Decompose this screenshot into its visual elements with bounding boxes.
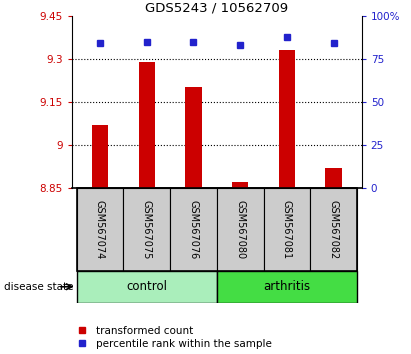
Text: GSM567080: GSM567080 bbox=[235, 200, 245, 259]
Bar bbox=[139, 62, 155, 188]
Bar bbox=[232, 182, 248, 188]
Text: GSM567074: GSM567074 bbox=[95, 200, 105, 259]
Bar bbox=[263, 188, 310, 271]
Bar bbox=[310, 188, 357, 271]
Bar bbox=[217, 188, 263, 271]
Text: disease state: disease state bbox=[4, 282, 74, 292]
Bar bbox=[76, 188, 123, 271]
Text: GSM567081: GSM567081 bbox=[282, 200, 292, 259]
Text: GSM567075: GSM567075 bbox=[142, 200, 152, 259]
Bar bbox=[123, 188, 170, 271]
Text: GSM567076: GSM567076 bbox=[188, 200, 199, 259]
Bar bbox=[92, 125, 108, 188]
Bar bbox=[170, 188, 217, 271]
Bar bbox=[217, 271, 357, 303]
Bar bbox=[185, 87, 202, 188]
Bar bbox=[326, 167, 342, 188]
Text: arthritis: arthritis bbox=[263, 280, 310, 293]
Legend: transformed count, percentile rank within the sample: transformed count, percentile rank withi… bbox=[77, 326, 272, 349]
Bar bbox=[76, 271, 217, 303]
Text: control: control bbox=[126, 280, 167, 293]
Bar bbox=[279, 50, 295, 188]
Text: GSM567082: GSM567082 bbox=[329, 200, 339, 259]
Title: GDS5243 / 10562709: GDS5243 / 10562709 bbox=[145, 2, 289, 15]
